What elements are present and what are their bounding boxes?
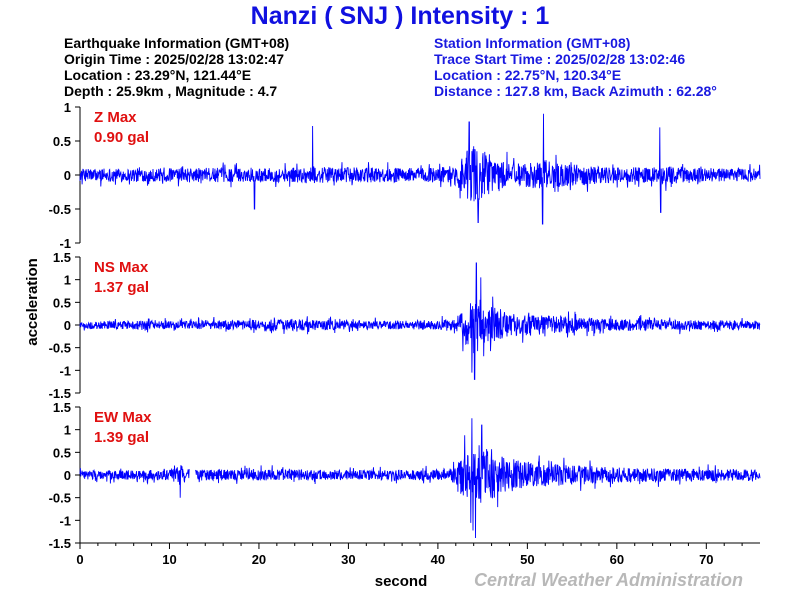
station-location: Location : 22.75°N, 120.34°E	[434, 67, 622, 83]
y-axis-label: acceleration	[24, 258, 41, 346]
origin-time: Origin Time : 2025/02/28 13:02:47	[64, 51, 284, 67]
y-tick-label: 1.5	[53, 250, 71, 265]
distance-azimuth: Distance : 127.8 km, Back Azimuth : 62.2…	[434, 83, 717, 99]
y-tick-label: 0.5	[53, 445, 71, 460]
x-tick-label: 30	[341, 552, 355, 567]
max-value-ns: 1.37 gal	[94, 279, 149, 296]
y-tick-label: -1	[59, 363, 71, 378]
x-tick-label: 70	[699, 552, 713, 567]
x-tick-label: 10	[162, 552, 176, 567]
max-value-ew: 1.39 gal	[94, 429, 149, 446]
max-value-z: 0.90 gal	[94, 129, 149, 146]
waveform-ew	[79, 418, 761, 539]
y-tick-label: -1.5	[49, 386, 71, 401]
y-tick-label: -0.5	[49, 491, 71, 506]
y-tick-label: -1	[59, 236, 71, 251]
y-tick-label: 0	[64, 318, 71, 333]
y-tick-label: 1	[64, 273, 71, 288]
y-tick-label: -1	[59, 513, 71, 528]
y-tick-label: 0.5	[53, 295, 71, 310]
station-info-heading: Station Information (GMT+08)	[434, 35, 631, 51]
trace-start-time: Trace Start Time : 2025/02/28 13:02:46	[434, 51, 686, 67]
depth-magnitude: Depth : 25.9km , Magnitude : 4.7	[64, 83, 278, 99]
chart-title: Nanzi ( SNJ ) Intensity : 1	[250, 2, 550, 30]
x-tick-label: 40	[431, 552, 445, 567]
credit-text: Central Weather Administration	[474, 570, 744, 590]
earthquake-info-heading: Earthquake Information (GMT+08)	[64, 35, 290, 51]
y-tick-label: 0.5	[53, 134, 71, 149]
x-axis-label: second	[375, 573, 428, 590]
station-info: Station Information (GMT+08) Trace Start…	[434, 35, 717, 99]
x-tick-label: 50	[520, 552, 534, 567]
y-tick-label: 1	[64, 423, 71, 438]
y-tick-label: 1.5	[53, 400, 71, 415]
y-tick-label: 0	[64, 468, 71, 483]
max-label-ew: EW Max	[94, 409, 152, 426]
y-tick-label: -0.5	[49, 341, 71, 356]
y-tick-label: -1.5	[49, 536, 71, 551]
epicenter-location: Location : 23.29°N, 121.44°E	[64, 67, 252, 83]
waveform-ns	[79, 262, 761, 380]
waveform-z	[79, 113, 761, 225]
max-label-z: Z Max	[94, 109, 137, 126]
x-tick-label: 60	[610, 552, 624, 567]
x-tick-label: 20	[252, 552, 266, 567]
y-tick-label: 1	[64, 100, 71, 115]
earthquake-info: Earthquake Information (GMT+08) Origin T…	[64, 35, 289, 99]
y-tick-label: -0.5	[49, 202, 71, 217]
x-tick-label: 0	[76, 552, 83, 567]
y-tick-label: 0	[64, 168, 71, 183]
max-label-ns: NS Max	[94, 259, 149, 276]
